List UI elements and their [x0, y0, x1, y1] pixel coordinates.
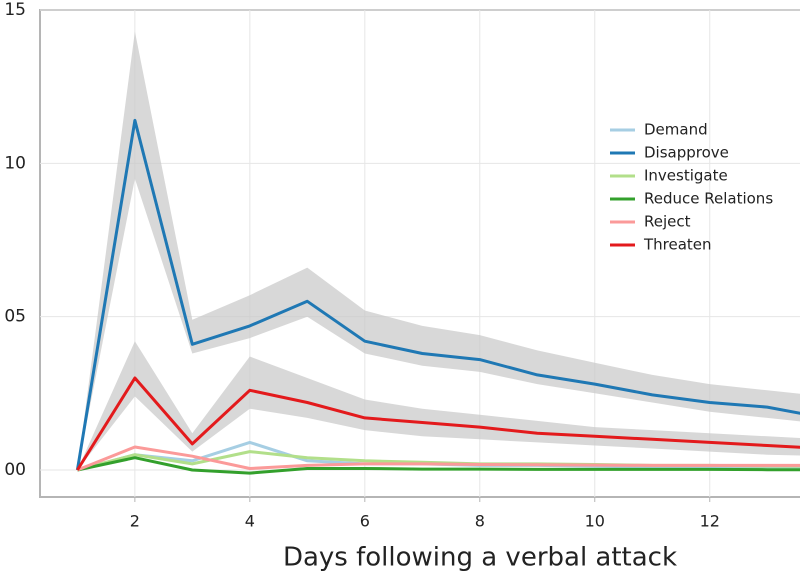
series-line: [76, 445, 800, 472]
legend-label: Investigate: [644, 167, 728, 185]
x-tick-label: 6: [360, 512, 370, 531]
series-line: [75, 118, 800, 471]
x-tick-label: 8: [475, 512, 485, 531]
x-tick-label: 4: [245, 512, 255, 531]
x-tick-label: 10: [585, 512, 605, 531]
legend-label: Threaten: [643, 236, 712, 254]
legend: Demand Disapprove Investigate Reduce Relati…: [610, 121, 773, 254]
legend-label: Reject: [644, 213, 691, 231]
legend-label: Reduce Relations: [644, 190, 773, 208]
x-tick-label: 12: [700, 512, 720, 531]
x-tick-label: 2: [130, 512, 140, 531]
y-tick-label: 05: [4, 307, 26, 327]
legend-label: Demand: [644, 121, 708, 139]
legend-label: Disapprove: [644, 144, 729, 162]
y-tick-label: 15: [4, 0, 26, 20]
y-tick-label: 00: [4, 460, 26, 480]
x-axis-label: Days following a verbal attack: [283, 543, 677, 573]
series-line: [76, 376, 800, 471]
series-line: [77, 456, 800, 475]
plot-area: [75, 31, 800, 475]
y-tick-label: 10: [4, 153, 26, 173]
grid: [40, 9, 800, 497]
